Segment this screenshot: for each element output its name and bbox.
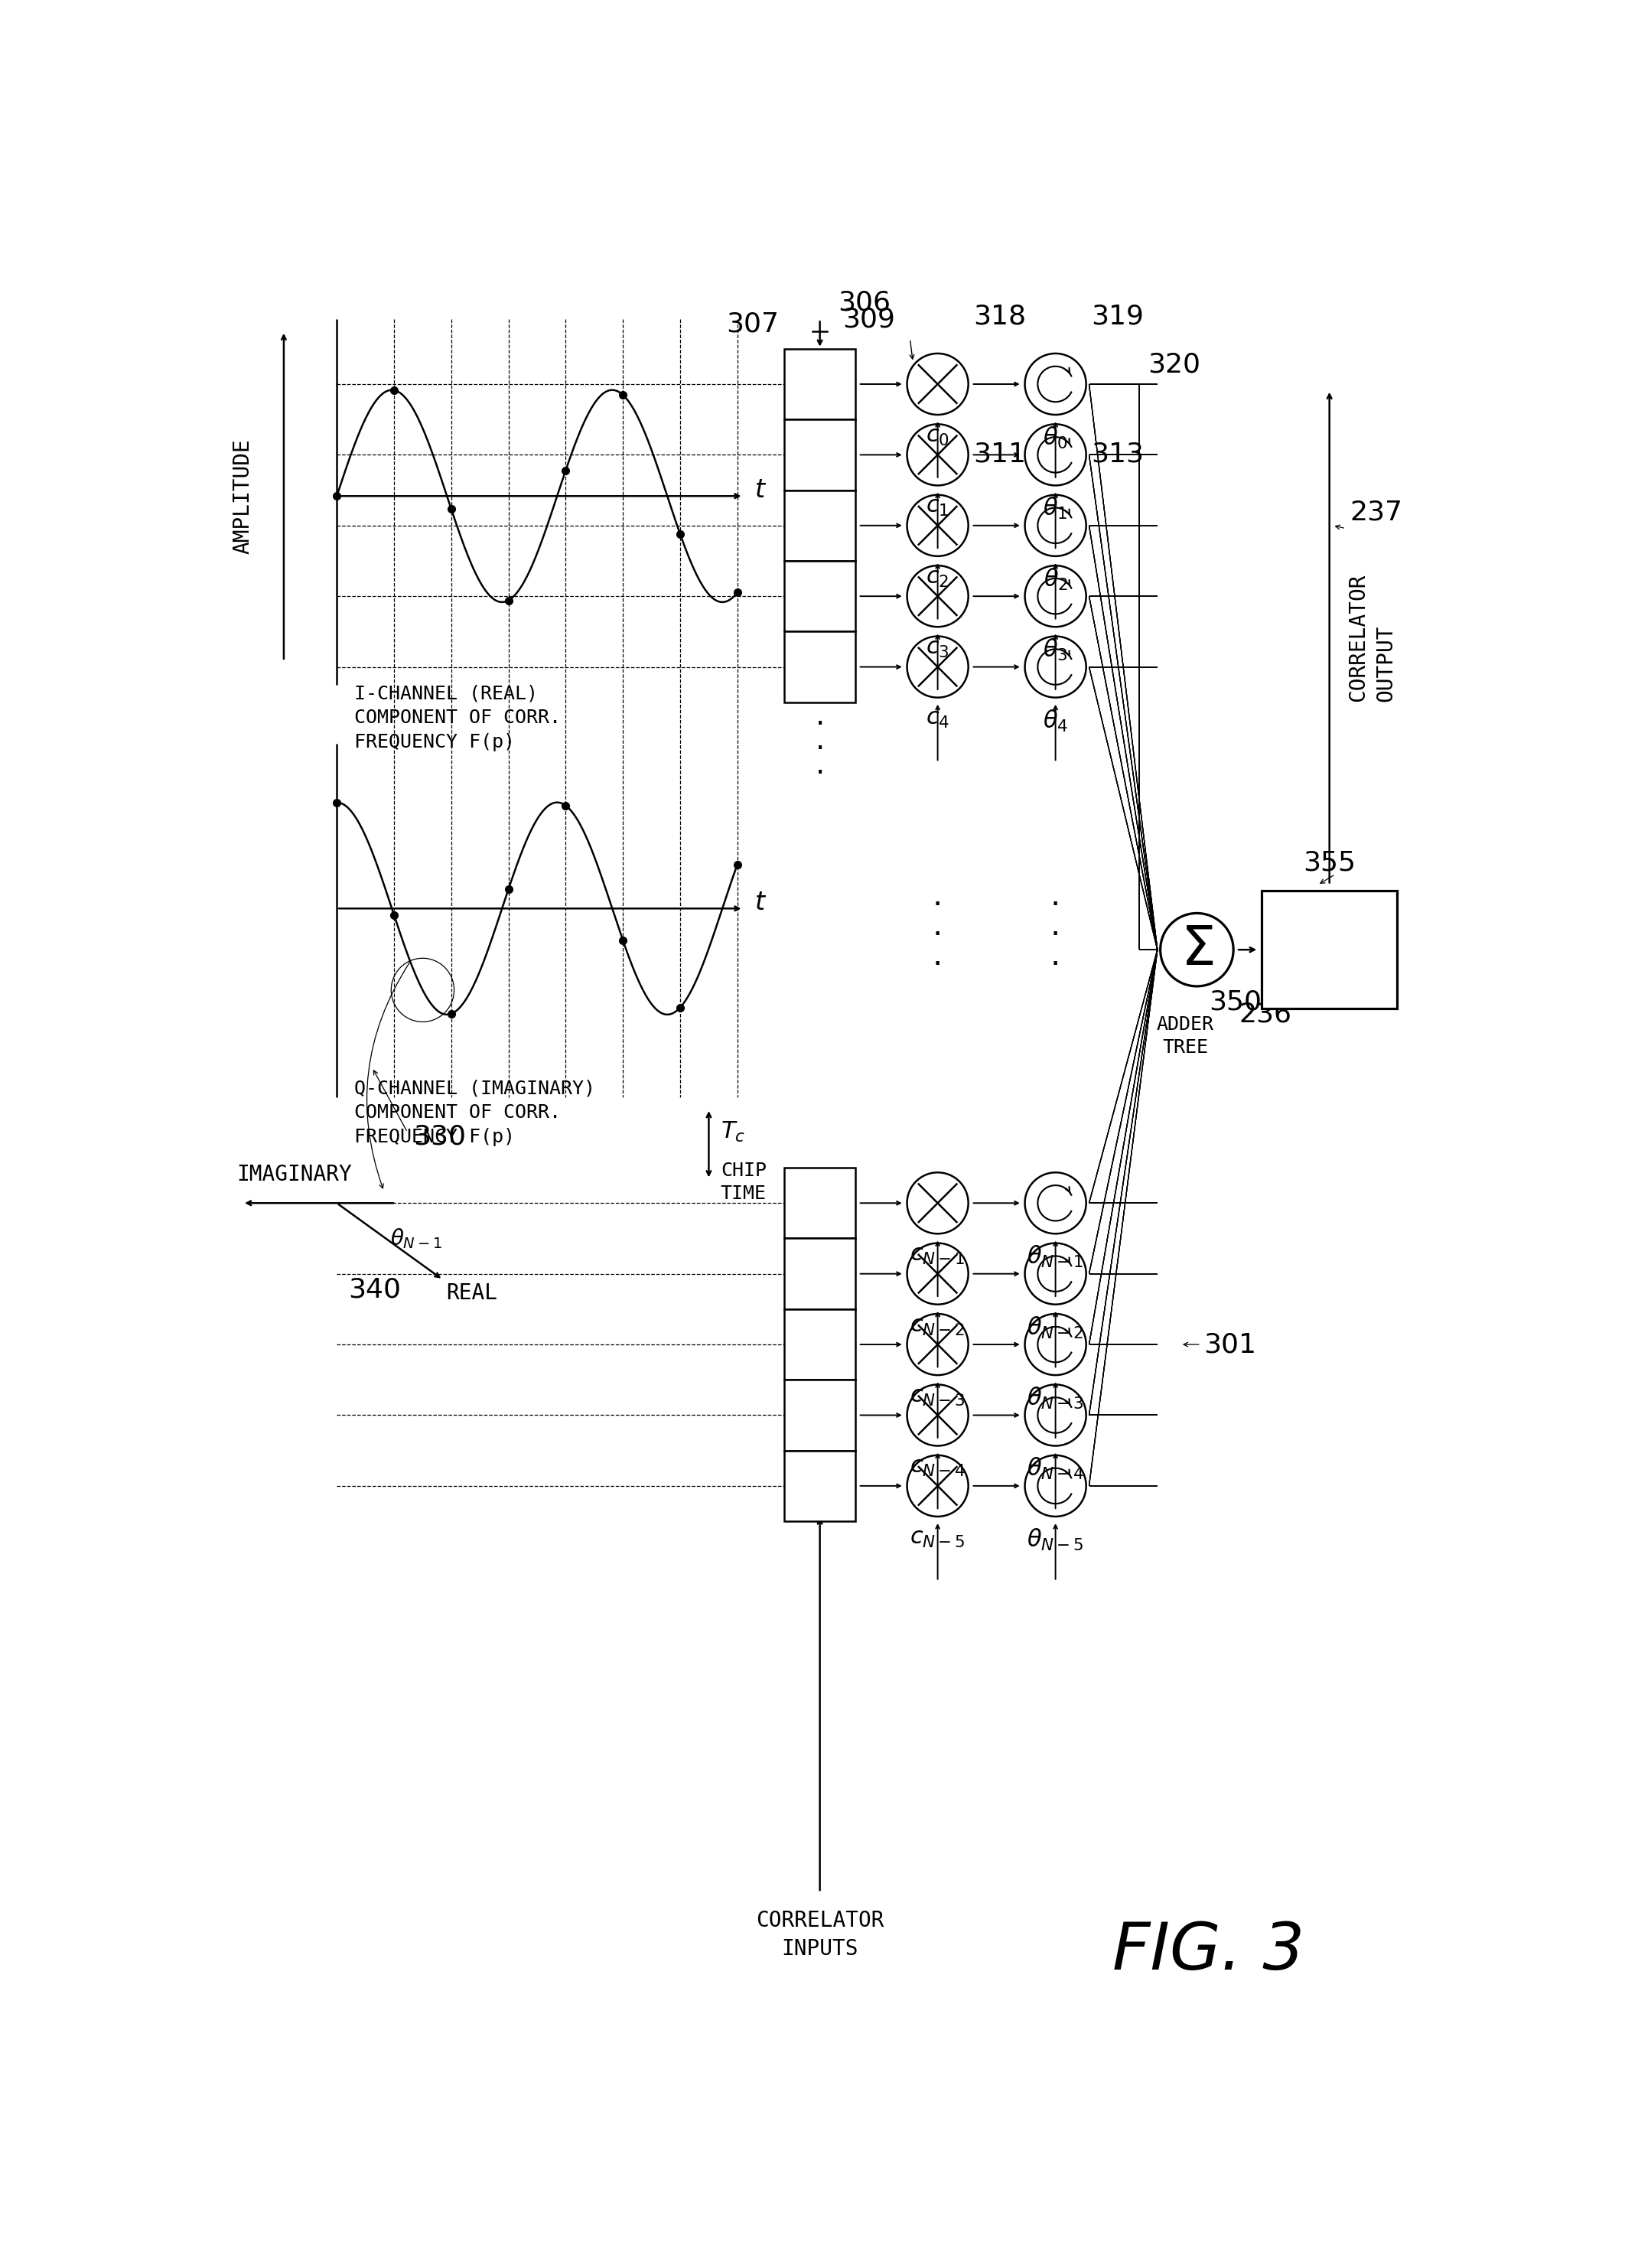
- Text: t: t: [756, 479, 765, 503]
- Bar: [785, 1452, 855, 1522]
- Text: $\theta_{1}$: $\theta_{1}$: [1043, 497, 1068, 522]
- Text: ·
·
·: · · ·: [1050, 889, 1061, 980]
- Text: $\theta_{3}$: $\theta_{3}$: [1043, 637, 1068, 662]
- Text: CORRELATOR
INPUTS: CORRELATOR INPUTS: [756, 1910, 884, 1960]
- Text: $c_2$: $c_2$: [926, 567, 949, 590]
- Text: AMPLITUDE: AMPLITUDE: [232, 438, 254, 553]
- Bar: [785, 420, 855, 490]
- Bar: [1261, 891, 1398, 1009]
- Text: 320: 320: [1147, 352, 1201, 379]
- Text: $c_{N-5}$: $c_{N-5}$: [910, 1526, 965, 1549]
- Bar: [785, 560, 855, 631]
- Text: $T_c$: $T_c$: [720, 1120, 746, 1145]
- Text: REAL: REAL: [445, 1284, 497, 1304]
- Bar: [785, 349, 855, 420]
- Text: 319: 319: [1090, 304, 1144, 329]
- Text: ADDER
TREE: ADDER TREE: [1157, 1016, 1214, 1057]
- Text: ·
·
·: · · ·: [816, 710, 824, 789]
- Text: MAGNITUDE
CALCULATOR: MAGNITUDE CALCULATOR: [1266, 925, 1394, 975]
- Text: $\theta_{2}$: $\theta_{2}$: [1043, 567, 1068, 592]
- Text: 318: 318: [973, 304, 1025, 329]
- Text: 309: 309: [843, 306, 895, 333]
- Text: FIG. 3: FIG. 3: [1113, 1919, 1305, 1982]
- Bar: [785, 1309, 855, 1379]
- Text: $\theta_{N-2}$: $\theta_{N-2}$: [1027, 1315, 1084, 1340]
- Text: 350: 350: [1209, 989, 1261, 1016]
- Text: 237: 237: [1350, 499, 1402, 524]
- Text: $\theta_{N-1}$: $\theta_{N-1}$: [1027, 1245, 1084, 1270]
- Text: $c_{N-3}$: $c_{N-3}$: [910, 1386, 965, 1408]
- Text: $c_{N-4}$: $c_{N-4}$: [910, 1456, 965, 1479]
- Bar: [785, 1379, 855, 1452]
- Text: 355: 355: [1303, 850, 1355, 875]
- Text: $c_{N-2}$: $c_{N-2}$: [910, 1315, 965, 1338]
- Bar: [785, 490, 855, 560]
- Text: $\Sigma$: $\Sigma$: [1180, 923, 1214, 975]
- Text: 306: 306: [837, 290, 891, 315]
- Text: $c_{N-1}$: $c_{N-1}$: [910, 1245, 965, 1266]
- Text: ·
·
·: · · ·: [933, 889, 942, 980]
- Text: Q-CHANNEL (IMAGINARY)
COMPONENT OF CORR.
FREQUENCY F(p): Q-CHANNEL (IMAGINARY) COMPONENT OF CORR.…: [354, 1080, 595, 1145]
- Text: $\theta_{N-4}$: $\theta_{N-4}$: [1027, 1456, 1084, 1481]
- Bar: [785, 631, 855, 703]
- Text: $c_1$: $c_1$: [926, 497, 949, 519]
- Text: 311: 311: [973, 442, 1025, 467]
- Text: 307: 307: [726, 311, 778, 338]
- Text: t: t: [756, 889, 765, 916]
- Bar: [785, 1238, 855, 1309]
- Text: $\theta_{4}$: $\theta_{4}$: [1043, 708, 1068, 733]
- Bar: [785, 1168, 855, 1238]
- Text: 340: 340: [349, 1277, 401, 1302]
- Text: 313: 313: [1090, 442, 1144, 467]
- Text: $c_0$: $c_0$: [926, 426, 949, 447]
- Text: CORRELATOR
OUTPUT: CORRELATOR OUTPUT: [1347, 574, 1396, 701]
- Text: $\theta_{N-1}$: $\theta_{N-1}$: [390, 1227, 442, 1250]
- Text: 301: 301: [1204, 1331, 1256, 1359]
- Text: $\theta_{N-5}$: $\theta_{N-5}$: [1027, 1526, 1084, 1554]
- Text: $c_3$: $c_3$: [926, 637, 949, 660]
- Text: $c_4$: $c_4$: [926, 708, 949, 730]
- Text: 236: 236: [1240, 1000, 1292, 1027]
- Text: 330: 330: [413, 1123, 466, 1150]
- Text: $\theta_{N-3}$: $\theta_{N-3}$: [1027, 1386, 1084, 1411]
- Text: I-CHANNEL (REAL)
COMPONENT OF CORR.
FREQUENCY F(p): I-CHANNEL (REAL) COMPONENT OF CORR. FREQ…: [354, 685, 561, 751]
- Text: CHIP
TIME: CHIP TIME: [720, 1161, 767, 1202]
- Text: $\theta_{0}$: $\theta_{0}$: [1043, 426, 1068, 451]
- Text: IMAGINARY: IMAGINARY: [237, 1163, 353, 1186]
